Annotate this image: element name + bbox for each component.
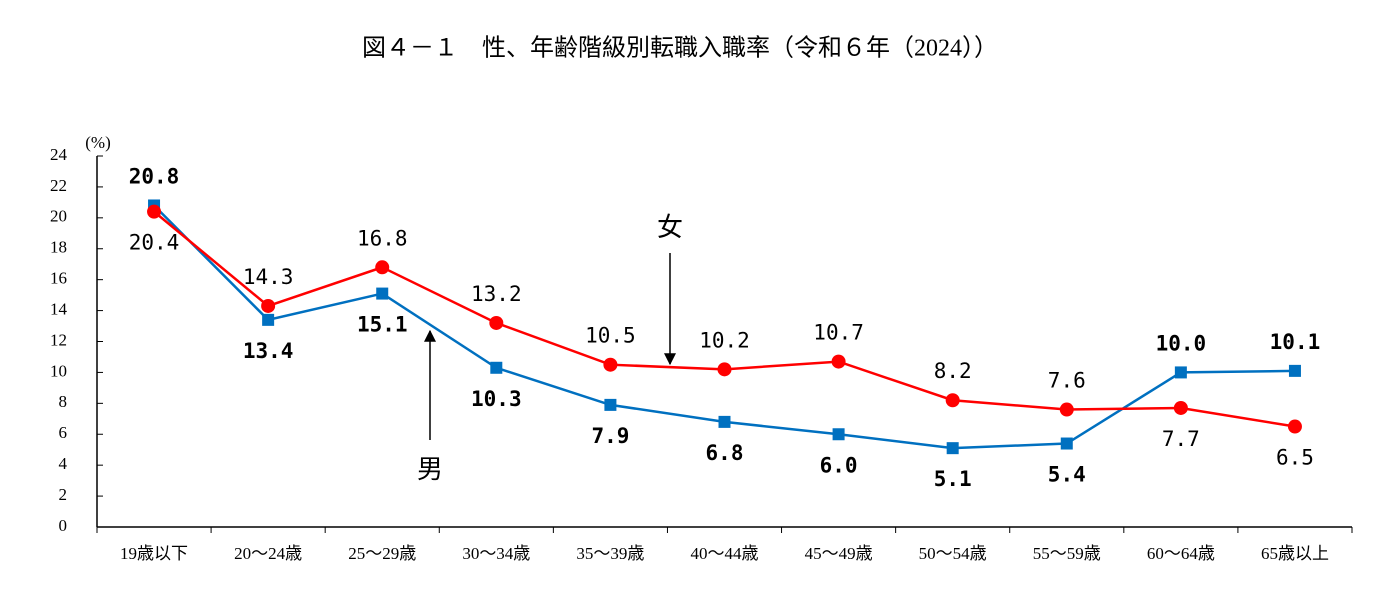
value-label: 7.6	[1048, 369, 1086, 393]
value-label: 8.2	[934, 359, 972, 383]
y-tick-label: 8	[59, 392, 68, 411]
marker	[261, 298, 276, 313]
marker	[717, 362, 732, 377]
y-tick-label: 4	[59, 454, 68, 473]
male-annotation: 男	[417, 455, 443, 484]
y-tick-label: 16	[50, 269, 67, 288]
marker	[718, 415, 731, 428]
value-label: 14.3	[243, 265, 294, 289]
value-label: 7.9	[591, 424, 629, 448]
value-label: 5.4	[1048, 463, 1086, 487]
y-tick-label: 6	[59, 423, 68, 442]
x-tick-label: 55～59歳	[1033, 544, 1101, 563]
value-label: 15.1	[357, 313, 408, 337]
chart-title: 図４－１ 性、年齢階級別転職入職率（令和６年（2024））	[362, 35, 998, 62]
x-tick-label: 30～34歳	[462, 544, 530, 563]
value-label: 5.1	[934, 467, 972, 491]
marker	[1174, 366, 1187, 379]
marker	[1288, 364, 1301, 377]
x-tick-label: 35～39歳	[576, 544, 644, 563]
series-line	[153, 204, 1295, 450]
y-tick-label: 12	[50, 330, 67, 349]
y-tick-label: 22	[50, 176, 67, 195]
x-tick-label: 65歳以上	[1261, 544, 1329, 563]
marker	[1287, 419, 1302, 434]
x-tick-label: 25～29歳	[348, 544, 416, 563]
value-label: 20.8	[129, 164, 180, 188]
marker	[376, 287, 389, 300]
x-tick-label: 50～54歳	[919, 544, 987, 563]
value-label: 16.8	[357, 226, 408, 250]
marker	[1059, 402, 1074, 417]
female-annotation: 女	[657, 213, 683, 242]
y-unit: (%)	[85, 133, 110, 152]
y-tick-label: 14	[50, 299, 68, 318]
series-line	[153, 210, 1296, 428]
y-tick-label: 10	[50, 361, 67, 380]
value-label: 10.1	[1270, 330, 1321, 354]
value-label: 13.4	[243, 339, 294, 363]
value-label: 10.2	[699, 328, 750, 352]
marker	[1060, 437, 1073, 450]
marker	[603, 357, 618, 372]
marker	[375, 260, 390, 275]
marker	[262, 313, 275, 326]
x-tick-label: 45～49歳	[805, 544, 873, 563]
marker	[604, 398, 617, 411]
x-tick-label: 20～24歳	[234, 544, 302, 563]
x-tick-label: 19歳以下	[120, 544, 188, 563]
marker	[945, 393, 960, 408]
marker	[831, 354, 846, 369]
x-tick-label: 40～44歳	[691, 544, 759, 563]
y-tick-label: 20	[50, 207, 67, 226]
value-label: 10.3	[471, 387, 522, 411]
marker	[490, 361, 503, 374]
value-label: 10.5	[585, 324, 636, 348]
y-tick-label: 2	[59, 485, 68, 504]
y-tick-label: 18	[50, 238, 67, 257]
x-tick-label: 60～64歳	[1147, 544, 1215, 563]
marker	[1173, 400, 1188, 415]
value-label: 6.8	[706, 441, 744, 465]
y-tick-label: 0	[59, 516, 68, 535]
value-label: 7.7	[1162, 427, 1200, 451]
value-label: 10.0	[1156, 331, 1207, 355]
value-label: 6.0	[820, 453, 858, 477]
value-label: 20.4	[129, 231, 180, 255]
y-tick-label: 24	[50, 145, 68, 164]
value-label: 6.5	[1276, 446, 1314, 470]
value-label: 13.2	[471, 282, 522, 306]
value-label: 10.7	[813, 321, 864, 345]
marker	[832, 428, 845, 441]
marker	[946, 442, 959, 455]
marker	[489, 315, 504, 330]
marker	[147, 204, 162, 219]
